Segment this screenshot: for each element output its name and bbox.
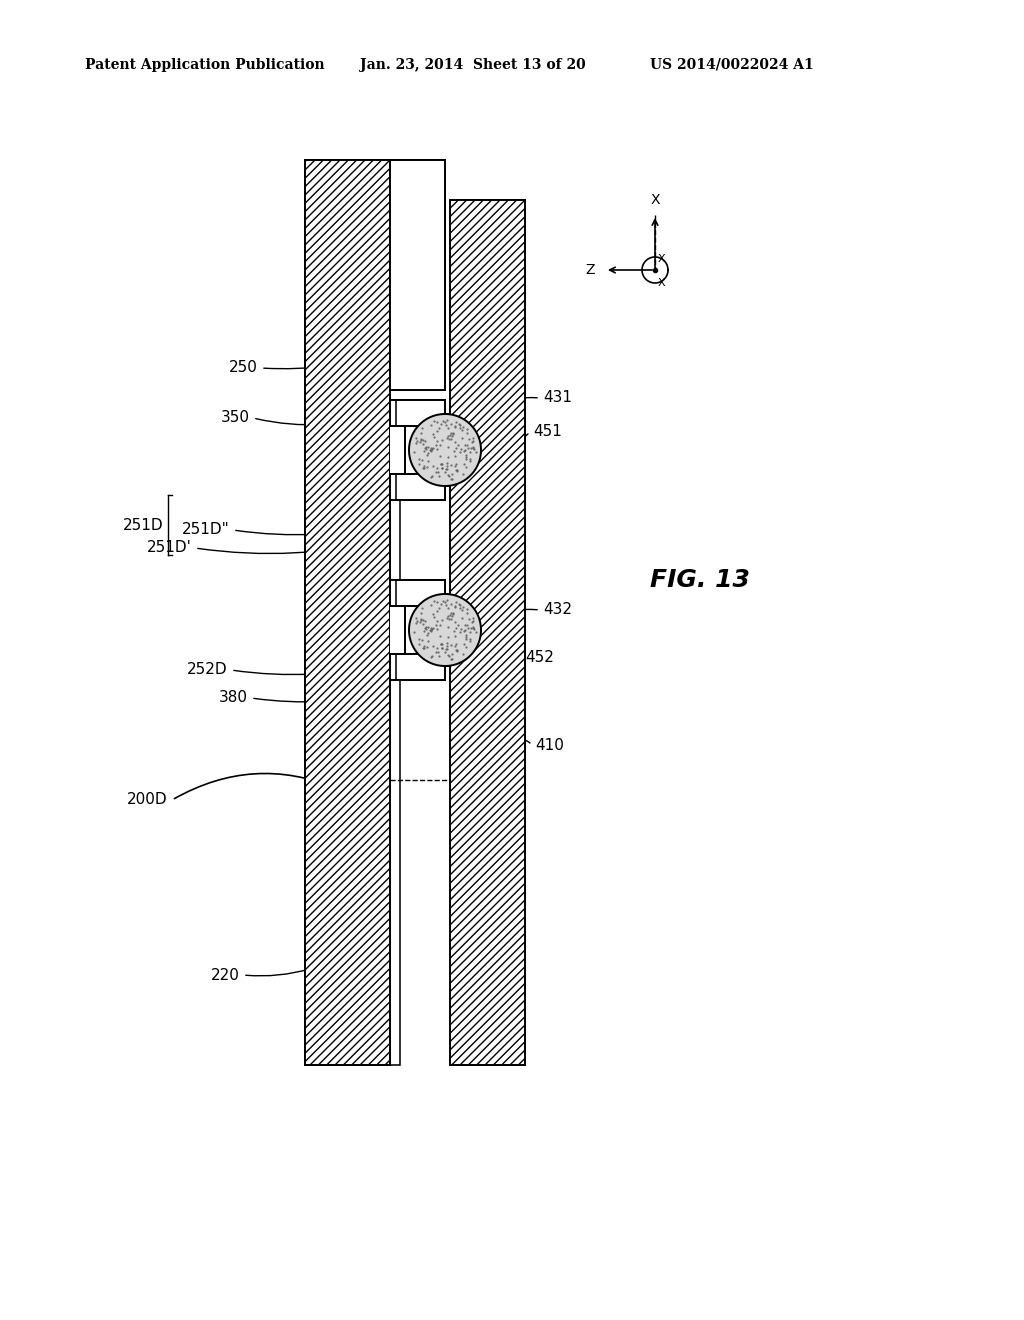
Text: 350: 350	[221, 411, 250, 425]
Polygon shape	[409, 414, 481, 486]
Text: 251D": 251D"	[182, 523, 230, 537]
Polygon shape	[390, 160, 450, 1065]
Polygon shape	[450, 201, 525, 1065]
Text: FIG. 13: FIG. 13	[650, 568, 750, 591]
Text: X: X	[650, 193, 659, 207]
Text: X: X	[658, 279, 666, 288]
Polygon shape	[390, 400, 445, 500]
Text: 251D: 251D	[123, 517, 164, 532]
Text: Patent Application Publication: Patent Application Publication	[85, 58, 325, 73]
Polygon shape	[390, 579, 445, 680]
Text: 432: 432	[543, 602, 572, 618]
Text: US 2014/0022024 A1: US 2014/0022024 A1	[650, 58, 814, 73]
Polygon shape	[450, 201, 525, 1065]
Polygon shape	[409, 594, 481, 667]
Polygon shape	[409, 594, 481, 667]
Text: Jan. 23, 2014  Sheet 13 of 20: Jan. 23, 2014 Sheet 13 of 20	[360, 58, 586, 73]
Text: 452: 452	[525, 651, 554, 665]
Text: 251D': 251D'	[147, 540, 193, 556]
Polygon shape	[390, 579, 445, 680]
Polygon shape	[305, 160, 390, 1065]
Polygon shape	[305, 160, 390, 1065]
Polygon shape	[390, 400, 445, 500]
Text: Z: Z	[586, 263, 595, 277]
Text: X: X	[658, 253, 666, 264]
Text: 451: 451	[534, 425, 562, 440]
Text: 410: 410	[535, 738, 564, 752]
Text: 252D: 252D	[187, 663, 228, 677]
Text: 220: 220	[211, 968, 240, 982]
Polygon shape	[409, 414, 481, 486]
Polygon shape	[390, 160, 445, 389]
Polygon shape	[390, 400, 445, 500]
Text: 250: 250	[229, 360, 258, 375]
Text: 380: 380	[219, 690, 248, 705]
Polygon shape	[390, 680, 400, 1065]
Text: 431: 431	[543, 391, 572, 405]
Text: 200D: 200D	[127, 792, 168, 808]
Polygon shape	[305, 160, 390, 1065]
Polygon shape	[390, 579, 445, 680]
Polygon shape	[390, 500, 400, 579]
Polygon shape	[390, 160, 445, 389]
